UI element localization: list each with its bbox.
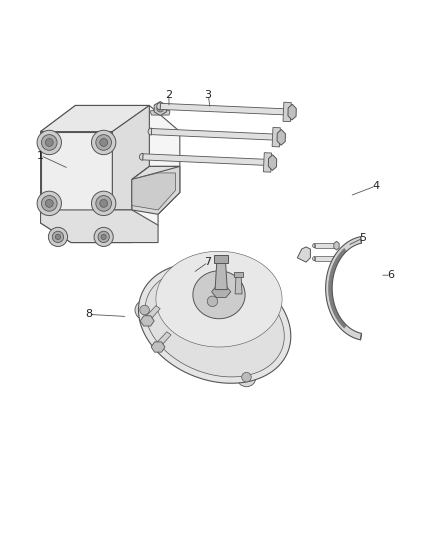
Circle shape: [135, 301, 154, 320]
Polygon shape: [154, 102, 166, 116]
Polygon shape: [157, 103, 160, 110]
Polygon shape: [145, 305, 160, 321]
Polygon shape: [288, 104, 296, 120]
Text: 6: 6: [388, 270, 394, 280]
Polygon shape: [41, 132, 113, 210]
Polygon shape: [139, 154, 143, 160]
Polygon shape: [325, 237, 361, 340]
Polygon shape: [151, 342, 165, 352]
Polygon shape: [151, 111, 170, 115]
Circle shape: [98, 231, 110, 243]
Polygon shape: [176, 267, 262, 332]
Text: 5: 5: [359, 233, 366, 243]
Circle shape: [37, 130, 61, 155]
Circle shape: [37, 191, 61, 215]
Polygon shape: [277, 130, 286, 145]
Text: 3: 3: [205, 90, 212, 100]
Circle shape: [254, 285, 274, 304]
Circle shape: [46, 139, 53, 147]
Text: 1: 1: [37, 150, 44, 160]
Polygon shape: [160, 103, 289, 115]
Polygon shape: [132, 166, 180, 214]
Polygon shape: [156, 251, 282, 347]
Circle shape: [52, 231, 64, 243]
Circle shape: [48, 228, 67, 246]
Polygon shape: [182, 272, 256, 326]
Circle shape: [100, 139, 108, 147]
Polygon shape: [235, 277, 242, 294]
Circle shape: [92, 191, 116, 215]
Text: 8: 8: [85, 309, 92, 319]
Polygon shape: [215, 261, 227, 289]
Circle shape: [55, 235, 60, 239]
Circle shape: [259, 289, 269, 299]
Circle shape: [237, 368, 256, 387]
Text: 7: 7: [205, 257, 212, 267]
Circle shape: [92, 130, 116, 155]
Text: 2: 2: [166, 90, 173, 100]
Circle shape: [157, 105, 164, 112]
Circle shape: [42, 135, 57, 150]
Polygon shape: [138, 263, 291, 383]
Polygon shape: [140, 316, 154, 326]
Polygon shape: [143, 154, 269, 166]
Polygon shape: [194, 282, 244, 317]
Polygon shape: [148, 128, 152, 135]
Polygon shape: [113, 106, 149, 210]
Circle shape: [96, 135, 112, 150]
Polygon shape: [41, 106, 149, 132]
Polygon shape: [156, 332, 171, 347]
Circle shape: [100, 199, 108, 207]
Polygon shape: [132, 173, 176, 210]
Polygon shape: [169, 262, 269, 336]
Polygon shape: [263, 152, 272, 172]
Circle shape: [207, 296, 218, 306]
Polygon shape: [152, 128, 278, 140]
Polygon shape: [41, 106, 180, 243]
Polygon shape: [315, 244, 336, 248]
Circle shape: [140, 305, 149, 315]
Ellipse shape: [161, 172, 177, 191]
Polygon shape: [234, 272, 243, 277]
Circle shape: [46, 199, 53, 207]
Text: 4: 4: [372, 181, 379, 191]
Polygon shape: [41, 210, 158, 243]
Polygon shape: [214, 255, 228, 263]
Polygon shape: [334, 254, 339, 263]
Circle shape: [94, 228, 113, 246]
Polygon shape: [268, 155, 277, 171]
Polygon shape: [272, 127, 280, 147]
Polygon shape: [315, 256, 336, 261]
Polygon shape: [313, 256, 315, 261]
Polygon shape: [188, 277, 250, 321]
Polygon shape: [132, 166, 180, 180]
Polygon shape: [297, 247, 311, 262]
Polygon shape: [313, 244, 315, 248]
Polygon shape: [193, 271, 245, 319]
Polygon shape: [145, 269, 284, 377]
Polygon shape: [334, 241, 339, 250]
Polygon shape: [283, 102, 291, 122]
Circle shape: [96, 196, 112, 211]
Polygon shape: [212, 286, 231, 297]
Circle shape: [242, 373, 251, 382]
Polygon shape: [162, 256, 276, 342]
Circle shape: [42, 196, 57, 211]
Circle shape: [101, 235, 106, 239]
